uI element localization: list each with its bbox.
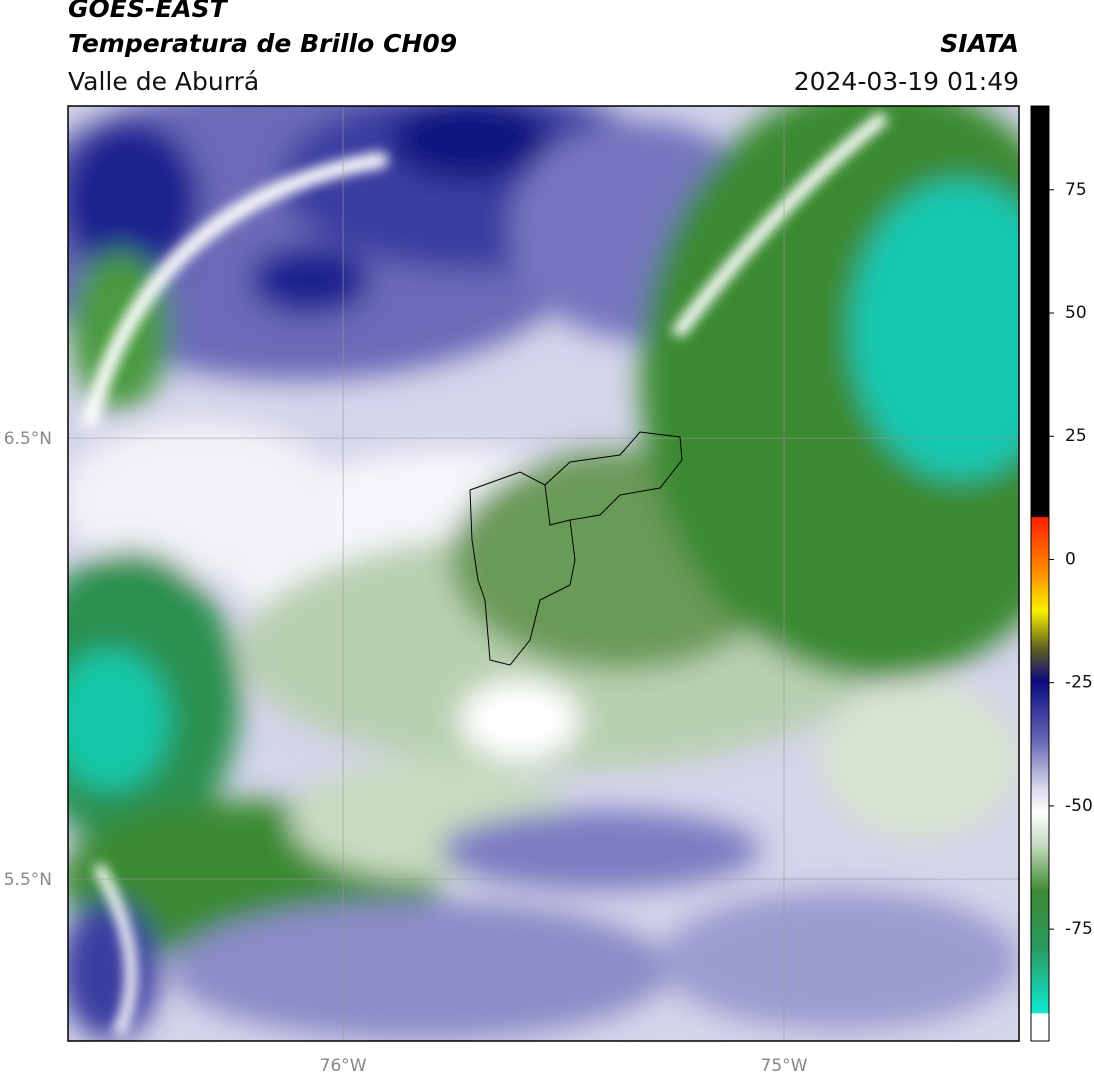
x-tick-label: 75°W — [761, 1056, 808, 1076]
municipal-boundaries — [469, 431, 683, 666]
colorbar-tick-label: 25 — [1065, 426, 1087, 446]
colorbar — [1030, 105, 1050, 1042]
graticule — [68, 106, 1019, 1041]
colorbar-tick-label: 50 — [1065, 303, 1087, 323]
y-tick-label: 5.5°N — [4, 870, 52, 890]
region: Valle de Aburrá — [68, 67, 259, 96]
x-tick-label: 76°W — [320, 1056, 367, 1076]
colorbar-tick-label: -50 — [1065, 796, 1093, 816]
colorbar-tick-label: 75 — [1065, 180, 1087, 200]
colorbar-tick-label: -75 — [1065, 919, 1093, 939]
colorbar-tick-label: -25 — [1065, 673, 1093, 693]
subtitle: Temperatura de Brillo CH09 — [68, 29, 457, 58]
colorbar-tick-label: 0 — [1065, 549, 1076, 569]
municipal-boundaries — [544, 484, 571, 526]
title: GOES-EAST — [68, 0, 229, 23]
source: SIATA — [940, 29, 1019, 58]
y-tick-label: 6.5°N — [4, 429, 52, 449]
satellite-image — [68, 106, 1019, 1041]
datetime: 2024-03-19 01:49 — [794, 67, 1019, 96]
map-frame — [67, 105, 1020, 1042]
